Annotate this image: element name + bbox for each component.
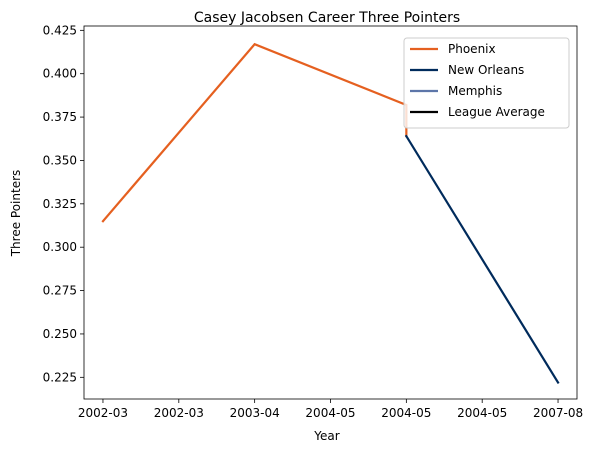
y-axis-label: Three Pointers bbox=[9, 170, 23, 258]
x-tick-label: 2007-08 bbox=[533, 406, 583, 420]
x-tick-label: 2004-05 bbox=[381, 406, 431, 420]
x-axis: 2002-03 2002-03 2003-04 2004-05 2004-05 2004-… bbox=[78, 399, 583, 420]
x-tick-label: 2004-05 bbox=[457, 406, 507, 420]
y-tick-label: 0.300 bbox=[43, 240, 77, 254]
series-line-0 bbox=[101, 42, 408, 223]
y-axis: 0.225 0.250 0.275 0.300 0.325 0.350 0.375 0.400… bbox=[43, 23, 84, 384]
legend-label-3: League Average bbox=[448, 105, 545, 119]
y-tick-label: 0.350 bbox=[43, 153, 77, 167]
legend: Phoenix New Orleans Memphis League Average bbox=[403, 37, 570, 129]
y-tick-label: 0.425 bbox=[43, 23, 77, 37]
legend-label-0: Phoenix bbox=[448, 42, 496, 56]
y-tick-label: 0.375 bbox=[43, 110, 77, 124]
x-axis-label: Year bbox=[313, 429, 339, 443]
y-tick-label: 0.400 bbox=[43, 67, 77, 81]
x-tick-label: 2002-03 bbox=[154, 406, 204, 420]
series-line-1 bbox=[404, 134, 560, 385]
y-tick-label: 0.250 bbox=[43, 327, 77, 341]
y-tick-label: 0.325 bbox=[43, 197, 77, 211]
y-tick-label: 0.275 bbox=[43, 284, 77, 298]
x-tick-label: 2003-04 bbox=[230, 406, 280, 420]
legend-label-1: New Orleans bbox=[448, 63, 524, 77]
chart-title: Casey Jacobsen Career Three Pointers bbox=[194, 10, 460, 26]
legend-label-2: Memphis bbox=[448, 84, 502, 98]
x-tick-label: 2004-05 bbox=[305, 406, 355, 420]
x-tick-label: 2002-03 bbox=[78, 406, 128, 420]
legend-box bbox=[403, 37, 570, 129]
y-tick-label: 0.225 bbox=[43, 370, 77, 384]
